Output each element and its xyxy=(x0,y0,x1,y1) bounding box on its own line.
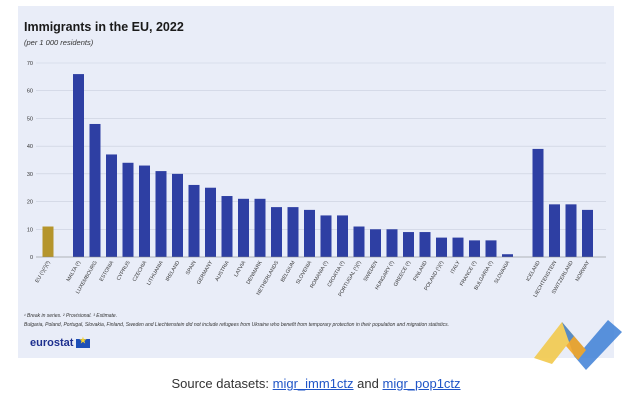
dataset-link-imm[interactable]: migr_imm1ctz xyxy=(272,376,354,391)
x-tick-label: LITHUANIA xyxy=(146,260,165,287)
footnote-ukraine: Bulgaria, Poland, Portugal, Slovakia, Fi… xyxy=(24,322,449,328)
chart-card: Immigrants in the EU, 2022 (per 1 000 re… xyxy=(18,6,614,358)
x-tick-label: SPAIN xyxy=(185,260,198,276)
bar xyxy=(582,209,593,257)
x-tick-label: MALTA (²) xyxy=(66,260,83,283)
source-prefix: Source datasets: xyxy=(171,376,270,391)
bar xyxy=(419,232,431,257)
y-tick-label: 0 xyxy=(30,255,33,261)
bar xyxy=(469,240,480,257)
bar xyxy=(386,229,398,257)
bar xyxy=(172,173,183,257)
bar xyxy=(485,240,497,257)
chart-title: Immigrants in the EU, 2022 xyxy=(24,20,184,34)
x-tick-label: AUSTRIA xyxy=(214,260,231,283)
x-tick-label: GERMANY xyxy=(196,260,215,286)
x-tick-label: CZECHIA xyxy=(132,260,149,283)
bar xyxy=(287,207,299,257)
bar xyxy=(532,148,544,257)
source-and: and xyxy=(357,376,379,391)
y-tick-label: 10 xyxy=(27,227,33,233)
x-tick-label: SLOVENIA xyxy=(295,260,313,286)
bar xyxy=(89,123,101,257)
bar xyxy=(106,154,117,257)
x-tick-label: SLOVAKIA xyxy=(493,260,511,285)
eu-flag-icon xyxy=(76,336,91,348)
x-tick-label: FINLAND xyxy=(412,260,428,282)
y-tick-label: 40 xyxy=(27,144,33,150)
y-tick-label: 20 xyxy=(27,200,33,206)
x-tick-label: ESTONIA xyxy=(99,260,116,283)
bar xyxy=(271,207,282,257)
bar xyxy=(565,204,577,257)
bar xyxy=(205,187,216,257)
x-tick-label: NORWAY xyxy=(575,260,592,283)
bar xyxy=(304,209,315,257)
footnote-legend: ¹ Break in series. ² Provisional. ³ Esti… xyxy=(24,313,118,319)
logo-text: eurostat xyxy=(30,337,74,349)
bar xyxy=(403,232,414,257)
x-tick-label: IRELAND xyxy=(165,260,182,283)
bar xyxy=(337,215,348,257)
x-tick-label: ICELAND xyxy=(525,260,542,283)
bar xyxy=(122,162,134,257)
decorative-chevron-icon xyxy=(534,320,622,370)
bar xyxy=(549,204,560,257)
eurostat-logo: eurostat xyxy=(30,336,91,349)
bar xyxy=(452,237,464,257)
bar xyxy=(42,226,54,257)
y-tick-label: 60 xyxy=(27,89,33,95)
bar xyxy=(370,229,381,257)
y-tick-label: 30 xyxy=(27,172,33,178)
chart-subtitle: (per 1 000 residents) xyxy=(24,38,94,47)
x-tick-label: BELGIUM xyxy=(280,260,297,283)
bar xyxy=(238,198,249,257)
x-tick-label: LATVIA xyxy=(233,260,247,279)
bar xyxy=(188,184,200,257)
source-line: Source datasets: migr_imm1ctz and migr_p… xyxy=(0,376,632,391)
y-tick-label: 50 xyxy=(27,116,33,122)
bar xyxy=(73,74,84,257)
x-tick-label: ITALY xyxy=(450,260,462,275)
y-tick-label: 70 xyxy=(27,61,33,67)
x-tick-label: CYPRUS xyxy=(116,260,132,282)
bar xyxy=(221,196,233,257)
x-tick-label: GREECE (²) xyxy=(393,260,413,288)
dataset-link-pop[interactable]: migr_pop1ctz xyxy=(382,376,461,391)
bar xyxy=(353,226,365,257)
bar xyxy=(320,215,332,257)
x-tick-label: SWEDEN xyxy=(363,260,380,283)
bar xyxy=(254,198,266,257)
x-tick-label: EU (¹)(²)(³) xyxy=(34,260,51,284)
x-tick-label: DENMARK xyxy=(246,260,264,286)
bar xyxy=(502,254,513,257)
bar xyxy=(139,165,150,257)
bar xyxy=(155,171,167,257)
bar xyxy=(436,237,447,257)
